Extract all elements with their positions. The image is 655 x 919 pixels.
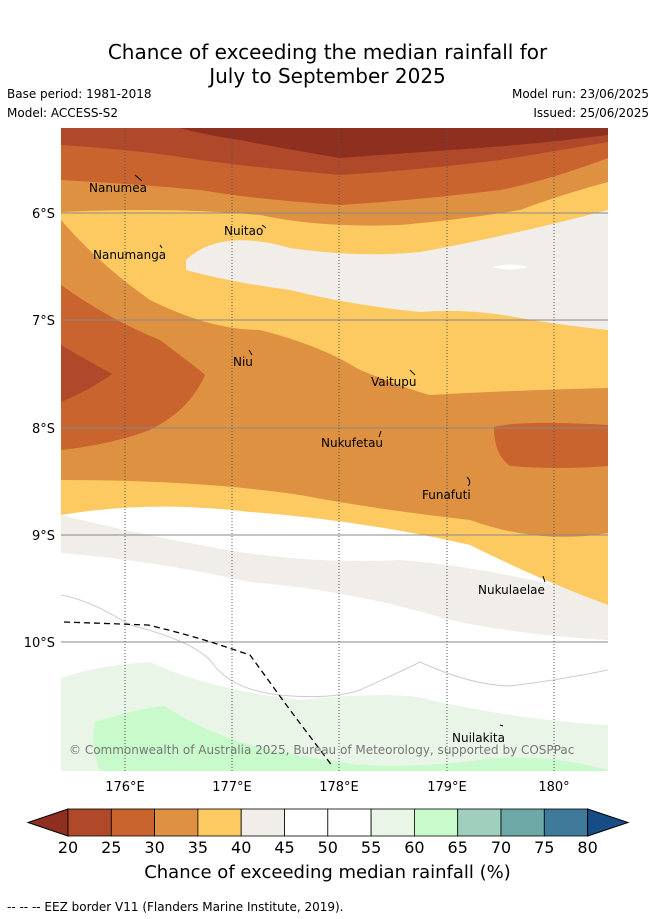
title-line-1: Chance of exceeding the median rainfall … bbox=[107, 40, 548, 64]
lat-label-8s: 8°S bbox=[32, 422, 55, 437]
colorbar-tick-label: 80 bbox=[577, 838, 597, 857]
lat-label-6s: 6°S bbox=[32, 207, 55, 222]
lat-label-10s: 10°S bbox=[24, 636, 55, 651]
colorbar-tick-label: 30 bbox=[144, 838, 164, 857]
model-run: Model run: 23/06/2025 bbox=[511, 87, 649, 101]
lon-label-178e: 178°E bbox=[319, 780, 359, 795]
meridians bbox=[124, 128, 555, 771]
colorbar-tick-label: 50 bbox=[318, 838, 338, 857]
lon-label-180: 180° bbox=[538, 780, 569, 795]
place-nuilakita: Nuilakita bbox=[452, 731, 505, 745]
colorbar-tick-label: 65 bbox=[448, 838, 468, 857]
colorbar-tick-label: 70 bbox=[491, 838, 511, 857]
colorbar-extend-low bbox=[26, 808, 69, 837]
colorbar-tick-label: 25 bbox=[101, 838, 121, 857]
graticule bbox=[61, 212, 608, 643]
colorbar-swatch bbox=[327, 808, 372, 837]
lon-label-176e: 176°E bbox=[105, 780, 145, 795]
place-nuitao: Nuitao bbox=[224, 224, 263, 238]
colorbar-swatch bbox=[154, 808, 199, 837]
title-line-2: July to September 2025 bbox=[209, 64, 446, 88]
place-vaitupu: Vaitupu bbox=[371, 375, 417, 389]
place-nukulaelae: Nukulaelae bbox=[478, 583, 545, 597]
colorbar-swatch bbox=[240, 808, 285, 837]
lon-label-179e: 179°E bbox=[427, 780, 467, 795]
colorbar: 20 25 30 35 40 45 50 55 60 65 70 75 80 bbox=[26, 808, 630, 857]
colorbar-title: Chance of exceeding median rainfall (%) bbox=[144, 862, 511, 883]
colorbar-swatch bbox=[457, 808, 502, 837]
colorbar-tick-label: 20 bbox=[58, 838, 78, 857]
colorbar-swatch bbox=[110, 808, 156, 837]
eez-border bbox=[63, 621, 334, 768]
colorbar-swatch bbox=[67, 808, 112, 837]
lat-label-7s: 7°S bbox=[32, 314, 55, 329]
eez-footnote: -- -- -- EEZ border V11 (Flanders Marine… bbox=[7, 900, 344, 914]
issued-date: Issued: 25/06/2025 bbox=[533, 106, 649, 120]
colorbar-swatch bbox=[197, 808, 242, 837]
colorbar-tick-label: 60 bbox=[404, 838, 424, 857]
place-nukufetau: Nukufetau bbox=[321, 436, 383, 450]
base-period: Base period: 1981-2018 bbox=[7, 87, 152, 101]
colorbar-swatch bbox=[500, 808, 545, 837]
colorbar-swatch bbox=[284, 808, 329, 837]
place-niu: Niu bbox=[233, 355, 253, 369]
place-funafuti: Funafuti bbox=[422, 488, 471, 502]
colorbar-extend-high bbox=[587, 808, 630, 837]
colorbar-swatch bbox=[370, 808, 415, 837]
colorbar-tick-label: 45 bbox=[274, 838, 294, 857]
map-title: Chance of exceeding the median rainfall … bbox=[0, 40, 655, 88]
colorbar-tick-label: 35 bbox=[188, 838, 208, 857]
place-nanumanga: Nanumanga bbox=[93, 248, 166, 262]
model-name: Model: ACCESS-S2 bbox=[7, 106, 119, 120]
colorbar-tick-label: 55 bbox=[361, 838, 381, 857]
lon-label-177e: 177°E bbox=[212, 780, 252, 795]
rainfall-contours bbox=[61, 128, 608, 771]
place-nanumea: Nanumea bbox=[89, 181, 147, 195]
islands bbox=[134, 174, 546, 727]
copyright-notice: © Commonwealth of Australia 2025, Bureau… bbox=[69, 743, 574, 757]
colorbar-swatch bbox=[543, 808, 588, 837]
colorbar-tick-label: 75 bbox=[534, 838, 554, 857]
colorbar-tick-label: 40 bbox=[231, 838, 251, 857]
lat-label-9s: 9°S bbox=[32, 529, 55, 544]
colorbar-swatch bbox=[413, 808, 459, 837]
